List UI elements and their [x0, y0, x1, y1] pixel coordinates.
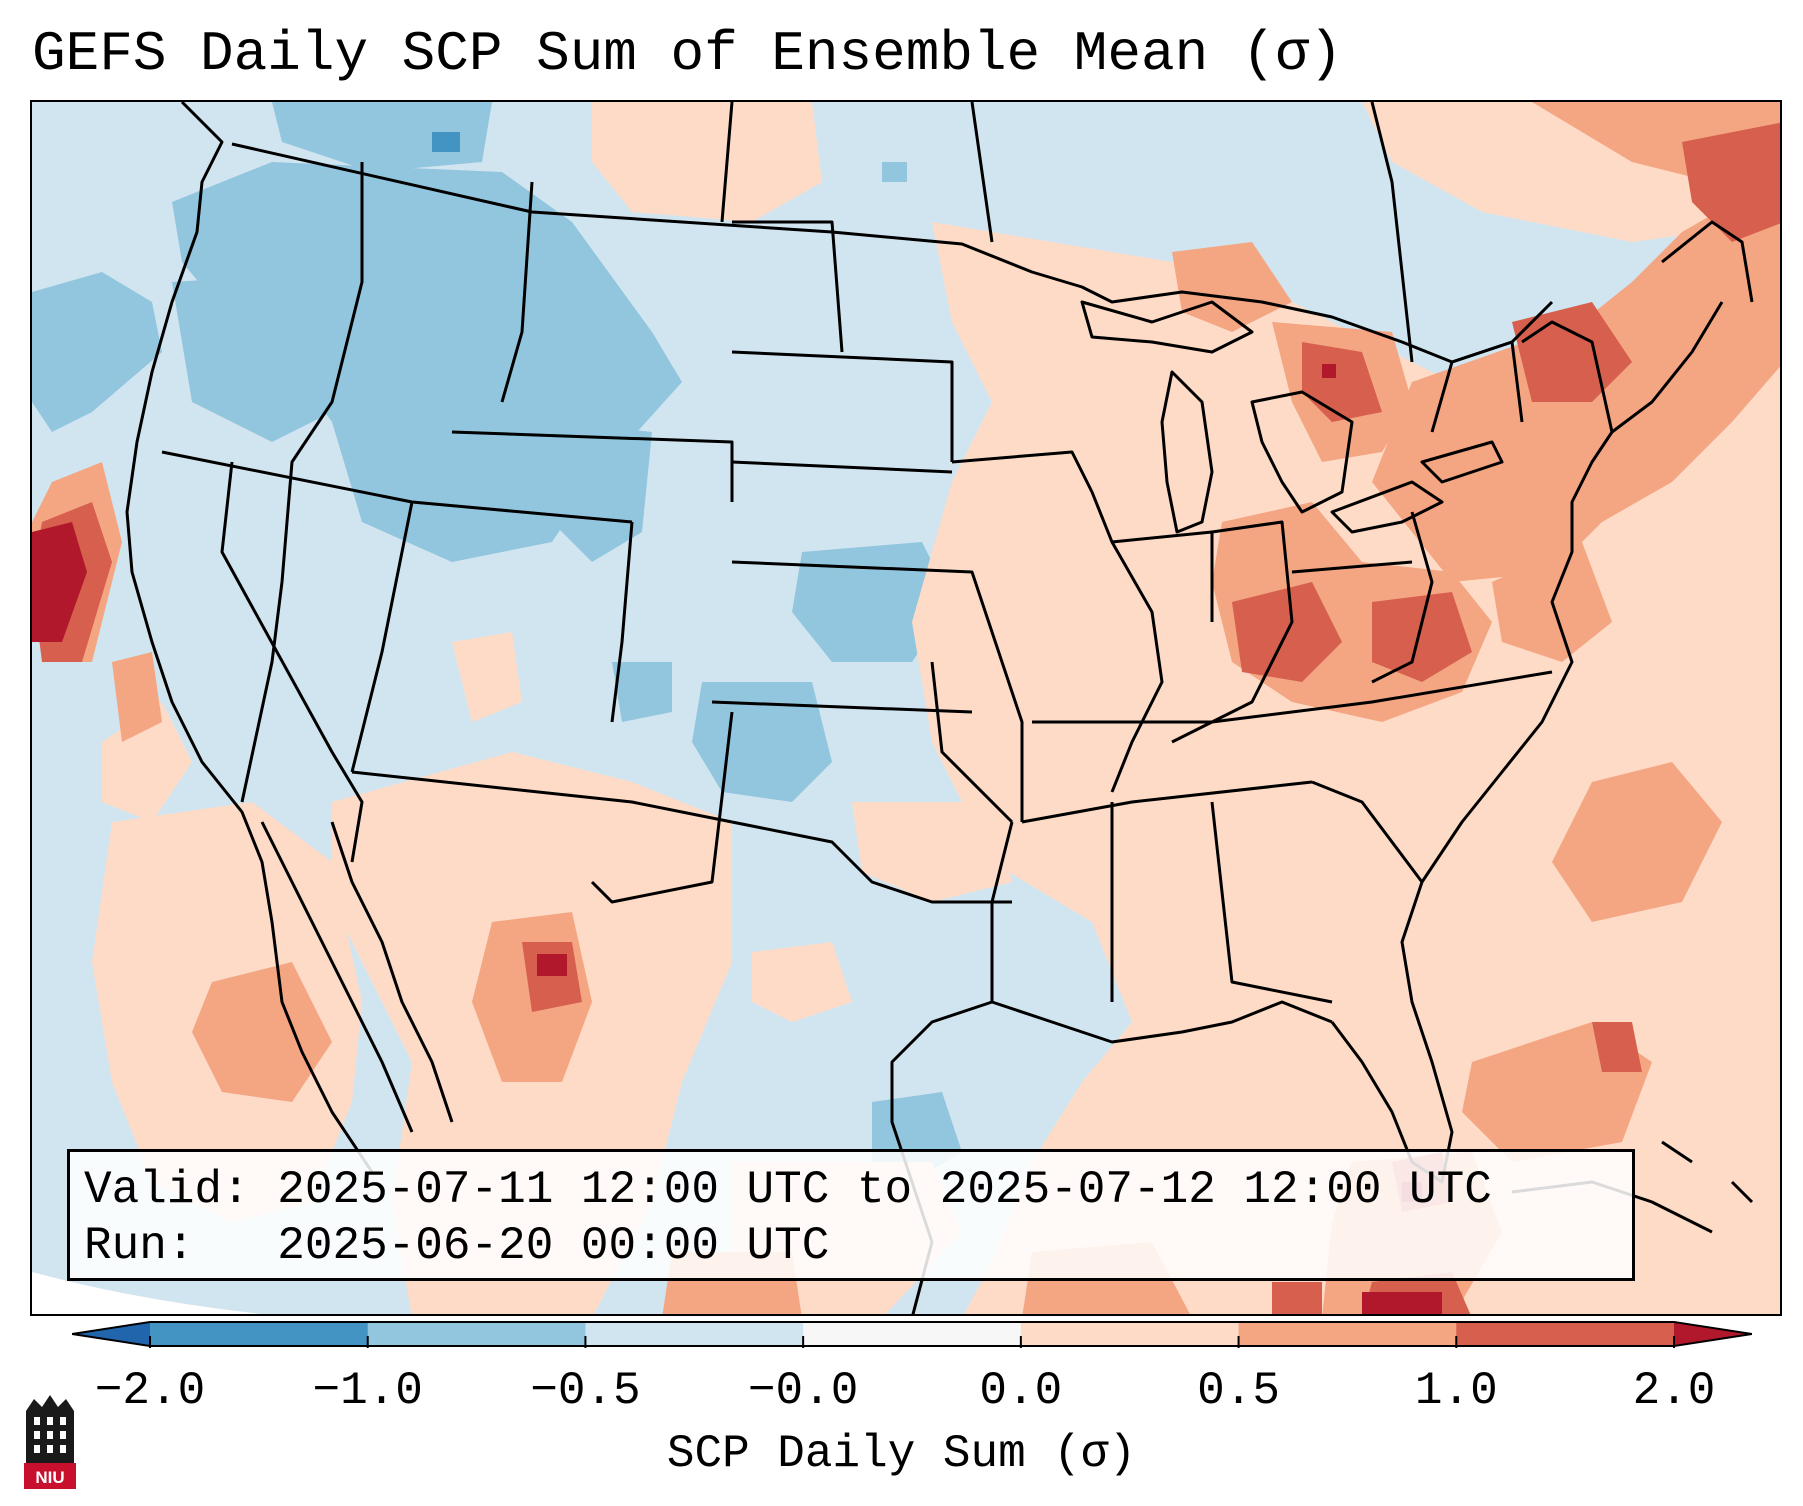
- colorbar-tick-label: −2.0: [94, 1365, 206, 1417]
- valid-label: Valid:: [84, 1164, 250, 1216]
- run-label: Run:: [84, 1220, 195, 1272]
- map-canvas: [32, 102, 1780, 1314]
- valid-value: 2025-07-11 12:00 UTC to 2025-07-12 12:00…: [277, 1164, 1492, 1216]
- negative-anomaly-regions: [32, 102, 962, 1182]
- colorbar-bin: [1238, 1322, 1457, 1346]
- colorbar-tick-label: −1.0: [312, 1365, 423, 1417]
- colorbar-tick-label: 2.0: [1632, 1365, 1716, 1417]
- colorbar-bin: [585, 1322, 804, 1346]
- positive-anomaly-extreme: [32, 364, 1442, 1314]
- colorbar-underflow-triangle: [72, 1322, 150, 1346]
- niu-logo-badge: [24, 1463, 76, 1489]
- info-box: Valid: 2025-07-11 12:00 UTC to 2025-07-1…: [67, 1149, 1635, 1281]
- colorbar-bin: [1020, 1322, 1240, 1346]
- colorbar-label: SCP Daily Sum (σ): [666, 1428, 1137, 1480]
- colorbar-bin: [803, 1322, 1022, 1346]
- colorbar-tick-label: 0.0: [979, 1365, 1063, 1417]
- colorbar-bin: [367, 1322, 586, 1346]
- colorbar-overflow-triangle: [1674, 1322, 1752, 1346]
- run-value: 2025-06-20 00:00 UTC: [277, 1220, 830, 1272]
- colorbar-tick-label: 0.5: [1197, 1365, 1280, 1417]
- map-panel[interactable]: [30, 100, 1782, 1316]
- colorbar-tick-label: −0.5: [530, 1365, 641, 1417]
- projection-edge: [32, 1272, 263, 1314]
- map-title: GEFS Daily SCP Sum of Ensemble Mean (σ): [32, 22, 1343, 86]
- colorbar-tick-label: 1.0: [1414, 1365, 1498, 1417]
- colorbar-bin: [150, 1322, 369, 1346]
- niu-logo: NIU: [24, 1395, 76, 1489]
- colorbar-tick-label: −0.0: [747, 1365, 859, 1417]
- colorbar: [72, 1321, 1752, 1348]
- niu-logo-text: NIU: [35, 1468, 64, 1487]
- colorbar-bin: [1456, 1322, 1675, 1346]
